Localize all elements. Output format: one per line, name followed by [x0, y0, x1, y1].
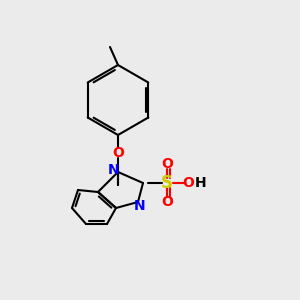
Text: N: N — [134, 199, 146, 213]
Text: O: O — [112, 146, 124, 160]
Text: O: O — [161, 157, 173, 171]
Text: O: O — [161, 195, 173, 209]
Text: S: S — [161, 174, 173, 192]
Text: O: O — [182, 176, 194, 190]
Text: N: N — [108, 163, 120, 177]
Text: H: H — [195, 176, 207, 190]
